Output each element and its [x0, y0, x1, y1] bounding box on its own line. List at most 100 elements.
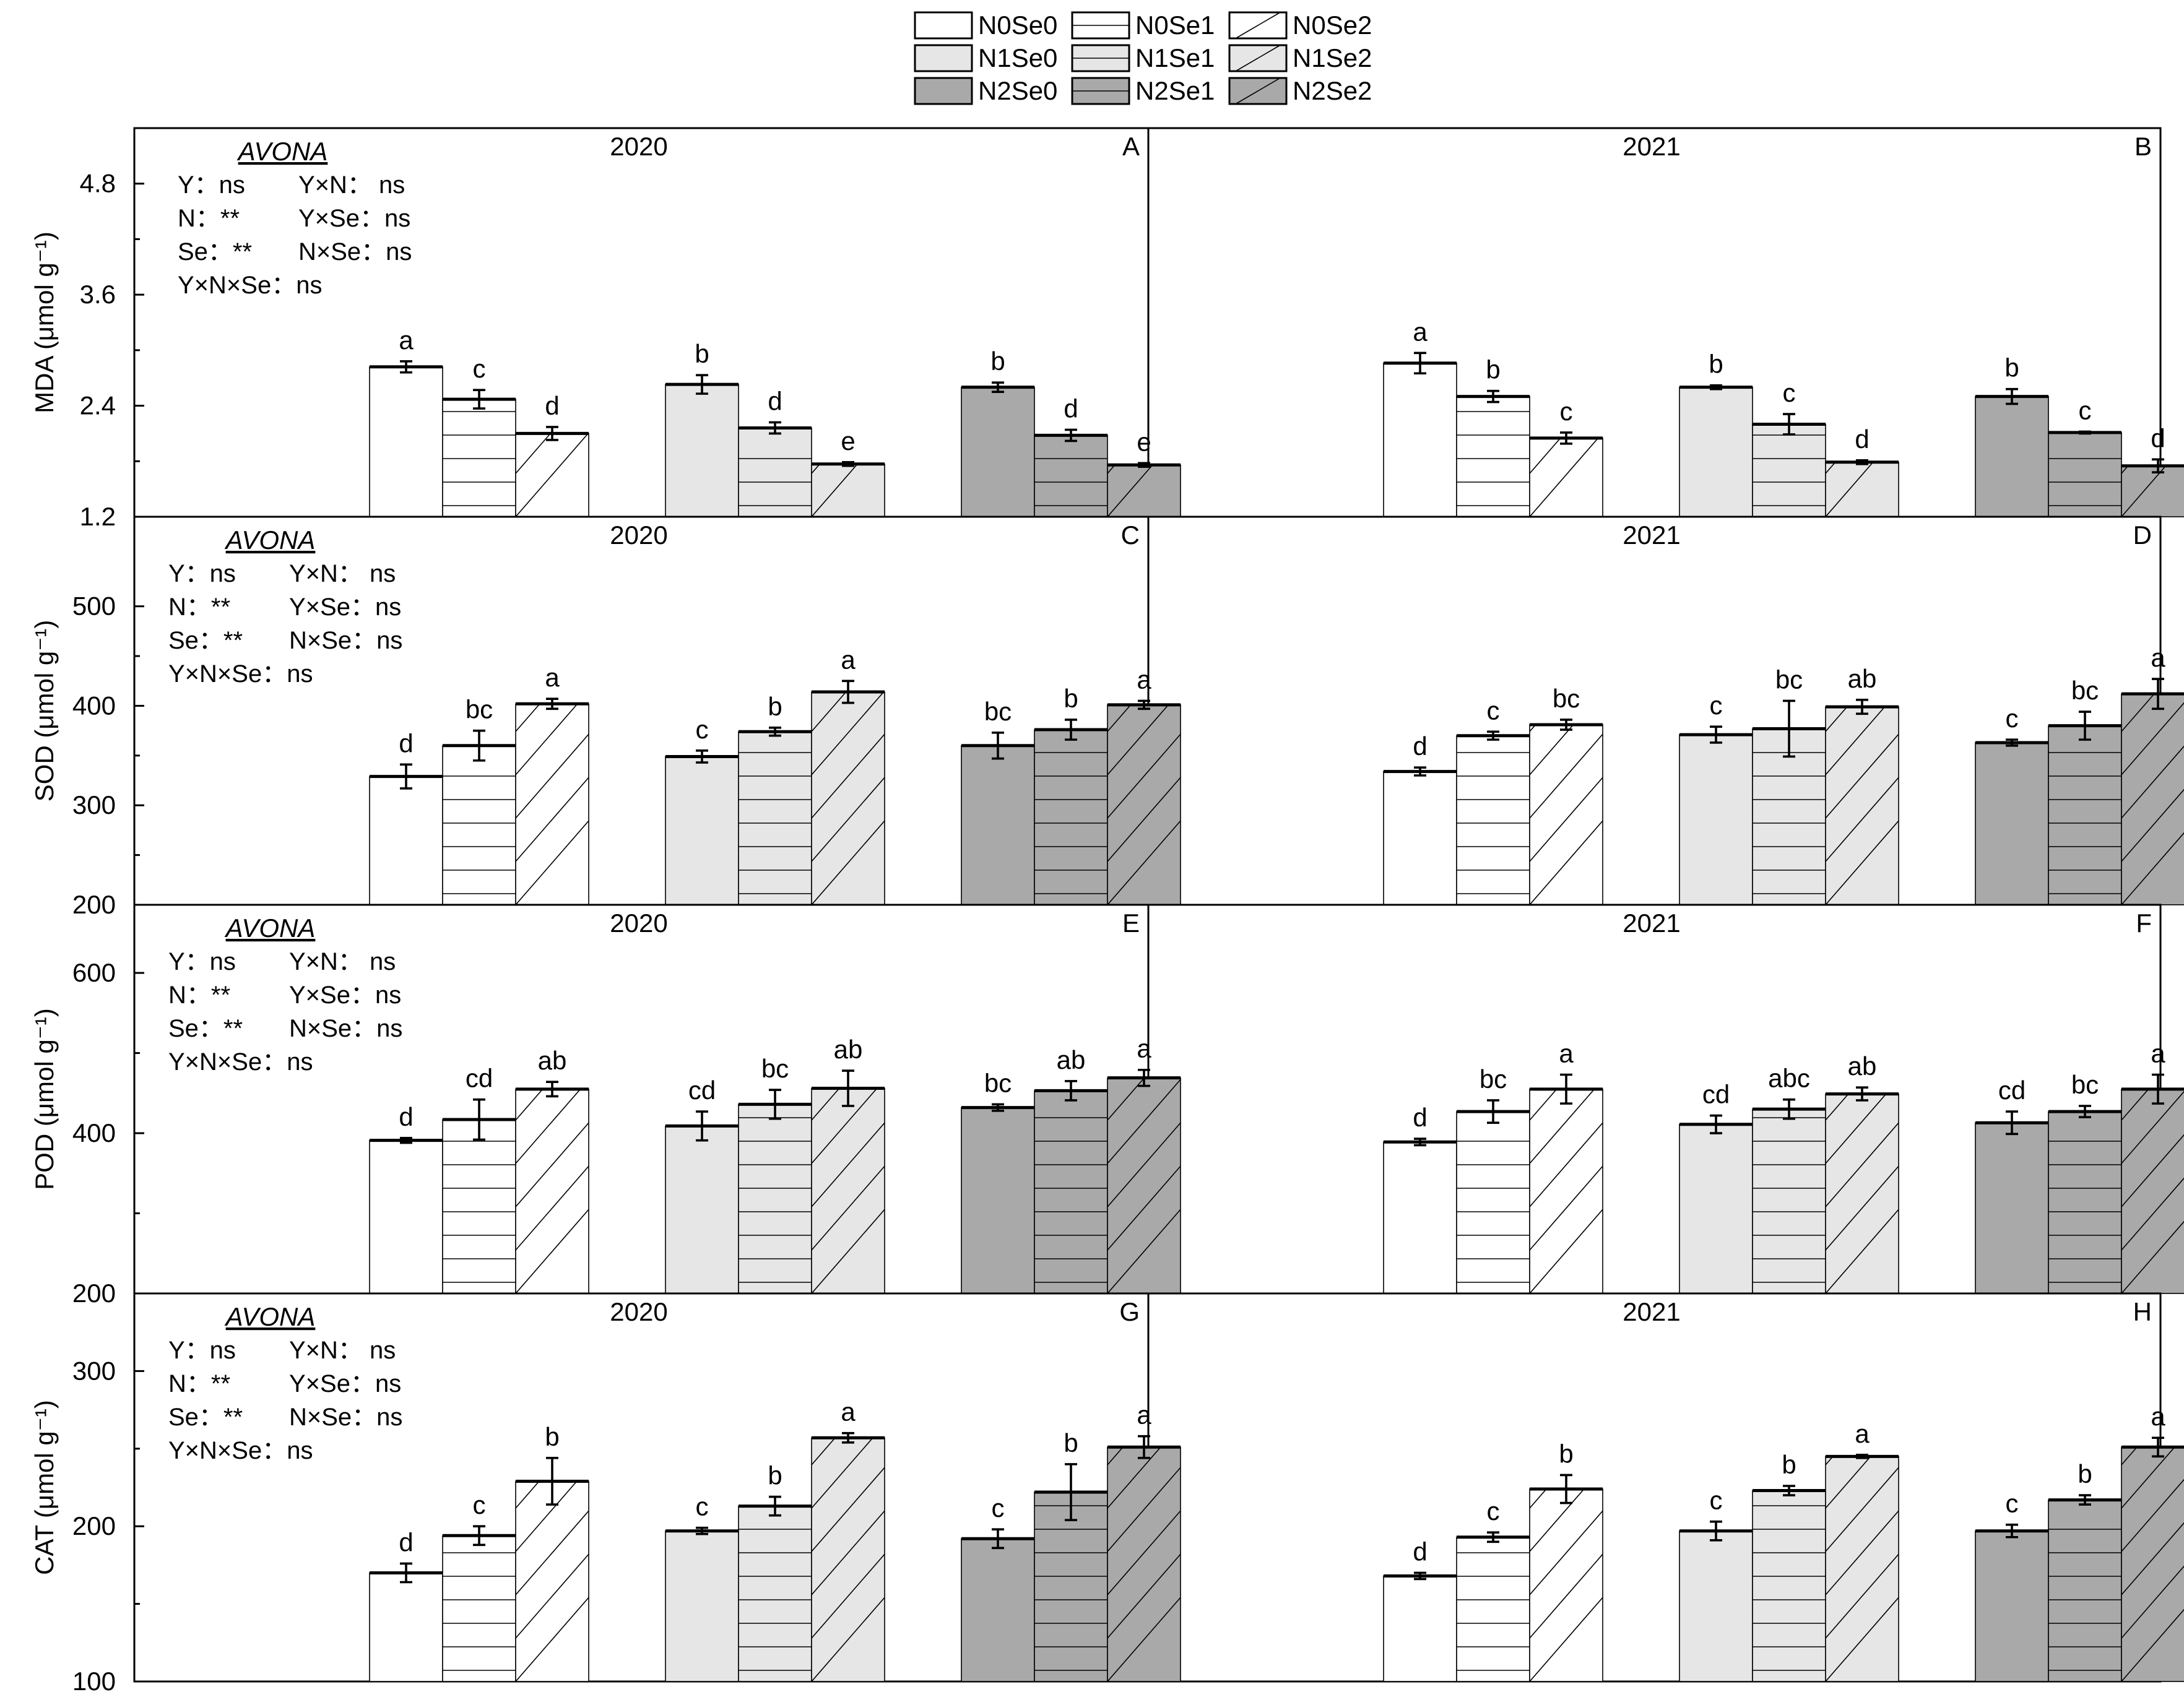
significance-letter: bc — [466, 695, 493, 724]
bar-N2Se2: d — [2121, 423, 2184, 517]
bar — [2121, 1089, 2184, 1294]
bar — [1975, 1122, 2049, 1294]
significance-letter: c — [2006, 704, 2019, 733]
y-axis-label: MDA (μmol g⁻¹) — [30, 231, 59, 413]
panel-letter: G — [1119, 1297, 1140, 1326]
bar-N2Se2: a — [1107, 665, 1181, 905]
bar-N2Se1: bc — [2048, 676, 2122, 905]
significance-letter: b — [1064, 684, 1078, 713]
bar-N0Se0: d — [1383, 1103, 1457, 1294]
bar-N0Se0: d — [369, 728, 443, 905]
legend-item: N2Se2 — [1228, 76, 1372, 105]
bar-N1Se1: bc — [738, 1054, 812, 1294]
significance-letter: cd — [1998, 1076, 2026, 1105]
significance-letter: e — [1137, 427, 1151, 456]
panel-letter: B — [2134, 132, 2152, 161]
anova-stat: Y×N×Se：ns — [168, 1048, 313, 1076]
legend-swatch — [914, 44, 973, 72]
significance-letter: ab — [834, 1035, 863, 1064]
bar — [1383, 1575, 1457, 1682]
significance-letter: cd — [1702, 1080, 1730, 1109]
panel-letter: F — [2136, 909, 2152, 938]
bar-N2Se2: a — [1107, 1401, 1181, 1682]
significance-letter: b — [990, 347, 1005, 376]
bar-N1Se0: c — [1679, 1486, 1753, 1682]
y-tick-label: 200 — [72, 890, 116, 919]
bar — [1752, 728, 1826, 905]
legend-item: N1Se1 — [1071, 43, 1215, 72]
bar — [1383, 362, 1457, 517]
y-tick-label: 300 — [72, 1356, 116, 1385]
bar-N0Se0: d — [369, 1102, 443, 1294]
bar-N2Se1: d — [1034, 394, 1108, 517]
significance-letter: b — [1486, 355, 1500, 384]
bar-N1Se2: d — [1825, 425, 1899, 517]
significance-letter: a — [1137, 1401, 1151, 1430]
panel-year: 2021 — [1623, 520, 1680, 550]
bar-N0Se1: bc — [1456, 1064, 1530, 1294]
panel-year: 2020 — [610, 132, 667, 161]
significance-letter: a — [2151, 1402, 2165, 1431]
bar-N0Se0: a — [369, 326, 443, 517]
bar-N1Se2: a — [811, 645, 885, 905]
significance-letter: e — [841, 426, 855, 455]
bar — [811, 1087, 885, 1294]
bar — [1456, 1111, 1530, 1294]
significance-letter: a — [841, 645, 856, 674]
anova-stat: Y：ns — [168, 1337, 236, 1364]
bar — [665, 756, 739, 905]
bar — [811, 691, 885, 905]
cultivar-label: AVONA — [236, 137, 328, 166]
panel-H: 2021 Hd c b c b a c b a — [1383, 1297, 2184, 1682]
bar-N1Se1: b — [1752, 1450, 1826, 1682]
anova-stat: Se：** — [168, 1404, 243, 1431]
bar — [1529, 724, 1603, 905]
chart-row: 200 300 400 500 SOD (μmol g⁻¹) AVONA Y：ns Y×N： … — [30, 516, 2184, 919]
bar-N0Se2: c — [1529, 397, 1603, 517]
bar — [2048, 1499, 2122, 1682]
anova-stat: Y：ns — [178, 171, 245, 199]
significance-letter: c — [1487, 696, 1500, 725]
legend-label: N0Se0 — [978, 11, 1057, 40]
bar — [442, 1535, 516, 1682]
bar — [1825, 1456, 1899, 1682]
y-tick-label: 2.4 — [80, 391, 116, 420]
bar-N2Se0: b — [1975, 353, 2049, 517]
anova-stat: Y×N： ns — [289, 948, 396, 975]
bar-N2Se2: e — [1107, 427, 1181, 517]
significance-letter: ab — [538, 1046, 567, 1075]
bar-N0Se0: d — [369, 1527, 443, 1682]
bar-N1Se2: a — [1825, 1419, 1899, 1682]
bar-N0Se2: ab — [515, 1046, 589, 1294]
bar-N1Se1: c — [1752, 378, 1826, 517]
legend-label: N0Se1 — [1135, 11, 1215, 40]
panel-F: 2021 Fd bc a cd abc ab cd bc a — [1383, 909, 2184, 1294]
legend-item: N0Se1 — [1071, 11, 1215, 40]
bar — [738, 731, 812, 905]
legend-item: N1Se0 — [914, 43, 1057, 72]
anova-stat: Y×N： ns — [289, 560, 396, 587]
bar-N2Se0: bc — [961, 697, 1035, 905]
bar — [515, 1480, 589, 1682]
bar-N1Se2: ab — [1825, 1051, 1899, 1294]
bar — [665, 384, 739, 517]
bar — [1034, 434, 1108, 517]
significance-letter: d — [399, 1527, 413, 1556]
significance-letter: d — [1064, 394, 1078, 423]
panel-year: 2020 — [610, 1297, 667, 1326]
legend-label: N1Se1 — [1135, 43, 1215, 72]
bar — [1456, 395, 1530, 517]
anova-stat: Y×N： ns — [289, 1337, 396, 1364]
legend-item: N0Se0 — [914, 11, 1057, 40]
bar — [515, 1089, 589, 1294]
bar-N0Se1: bc — [442, 695, 516, 905]
panel-D: 2021 Dd c bc c bc ab c bc a — [1383, 520, 2184, 905]
significance-letter: c — [2079, 395, 2092, 425]
panel-G: 2020 Gd c b c b a c b a — [369, 1297, 1181, 1682]
panel-letter: C — [1121, 520, 1140, 550]
significance-letter: d — [399, 1102, 413, 1131]
bar — [2121, 1446, 2184, 1682]
panel-year: 2021 — [1623, 909, 1680, 938]
